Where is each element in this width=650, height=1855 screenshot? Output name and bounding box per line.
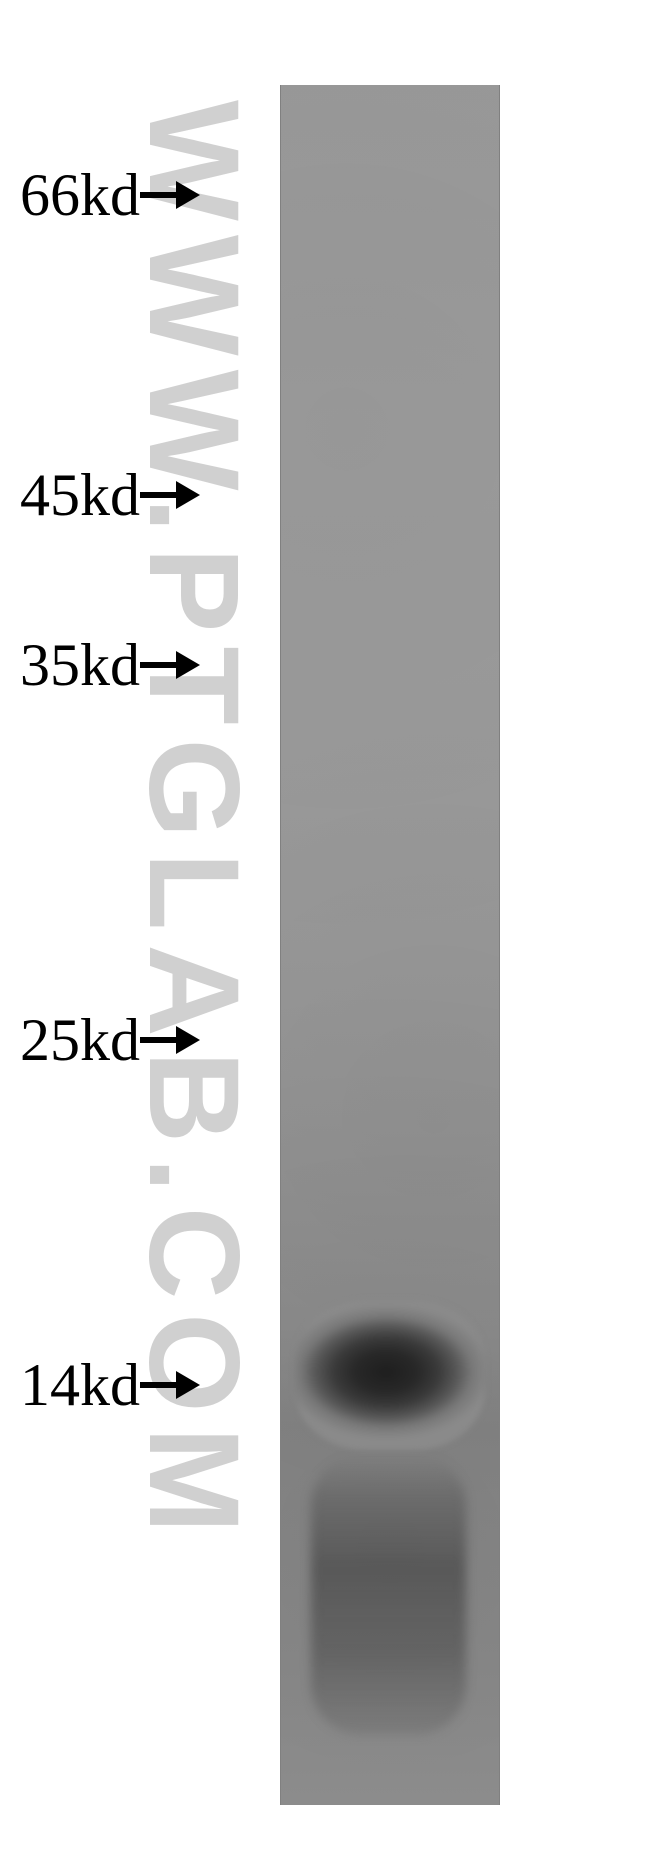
blot-figure: WWW.PTGLAB.COM 66kd 45kd 35kd 25kd 14kd (0, 0, 650, 1855)
marker-label: 35kd (20, 631, 140, 700)
arrow-right-icon (140, 480, 202, 510)
marker-14kd: 14kd (20, 1355, 202, 1415)
arrow-right-icon (140, 650, 202, 680)
marker-66kd: 66kd (20, 165, 202, 225)
protein-band-main (295, 1300, 485, 1450)
marker-label: 25kd (20, 1006, 140, 1075)
marker-label: 14kd (20, 1351, 140, 1420)
marker-25kd: 25kd (20, 1010, 202, 1070)
marker-35kd: 35kd (20, 635, 202, 695)
arrow-right-icon (140, 180, 202, 210)
marker-label: 45kd (20, 461, 140, 530)
watermark-text: WWW.PTGLAB.COM (120, 100, 267, 1547)
gel-lane (280, 85, 500, 1805)
arrow-right-icon (140, 1025, 202, 1055)
protein-smear-below (311, 1455, 466, 1735)
arrow-right-icon (140, 1370, 202, 1400)
marker-label: 66kd (20, 161, 140, 230)
marker-45kd: 45kd (20, 465, 202, 525)
